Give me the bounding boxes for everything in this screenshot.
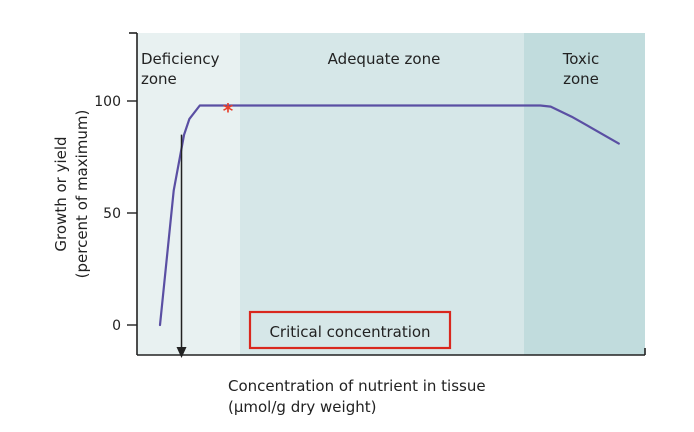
growth-curve-line [158,104,620,327]
x-axis-title-line2: (µmol/g dry weight) [228,398,376,416]
critical-concentration-label: Critical concentration [269,323,430,341]
y-axis-title-line2: (percent of maximum) [73,110,91,279]
critical-concentration-arrow-head [176,347,187,358]
x-axis-title-line1: Concentration of nutrient in tissue [228,377,486,395]
y-tick-label-0: 0 [112,318,121,334]
toxic-zone-label-line2: zone [563,70,599,88]
deficiency-zone-label-line1: Deficiency [141,50,220,68]
y-tick-label-50: 50 [103,206,121,222]
deficiency-zone-band [137,33,240,355]
y-tick-label-100: 100 [94,94,121,110]
deficiency-zone-label-line2: zone [141,70,177,88]
critical-concentration-highlight-box [248,310,452,350]
toxic-zone-band [524,33,645,355]
toxic-zone-label-line1: Toxic [562,50,600,68]
adequate-zone-band [240,33,524,355]
y-axis-title-line1: Growth or yield [52,136,70,251]
critical-point-asterisk: * [223,99,234,123]
adequate-zone-label: Adequate zone [328,50,441,68]
